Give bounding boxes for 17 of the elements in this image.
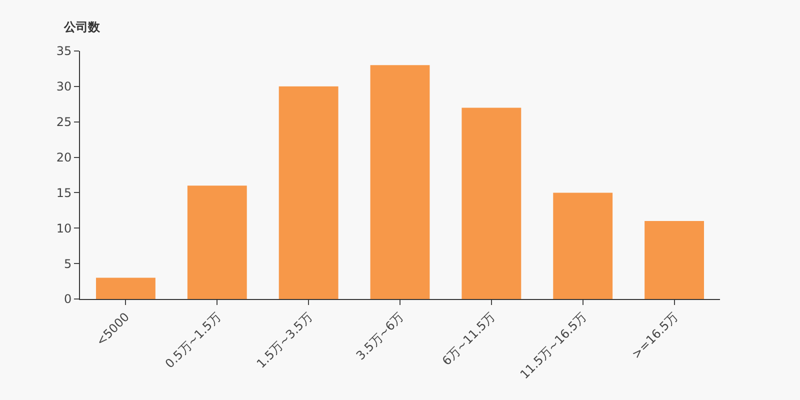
bar bbox=[96, 278, 156, 299]
y-tick-label: 25 bbox=[56, 115, 72, 130]
y-tick-label: 20 bbox=[56, 150, 72, 164]
y-tick-label: 15 bbox=[56, 186, 72, 200]
y-tick-label: 10 bbox=[56, 221, 72, 236]
bar bbox=[370, 65, 430, 299]
bar bbox=[187, 186, 247, 299]
bar bbox=[278, 86, 338, 299]
y-axis-title: 公司数 bbox=[63, 20, 101, 34]
bar bbox=[462, 108, 522, 299]
bar bbox=[553, 192, 613, 299]
x-tick-label: 3.5万~6万 bbox=[353, 310, 406, 363]
y-tick-label: 5 bbox=[64, 256, 72, 271]
y-tick-label: 35 bbox=[56, 44, 72, 58]
y-tick-label: 0 bbox=[64, 292, 72, 306]
y-tick-label: 30 bbox=[56, 80, 72, 94]
bar bbox=[644, 221, 704, 299]
